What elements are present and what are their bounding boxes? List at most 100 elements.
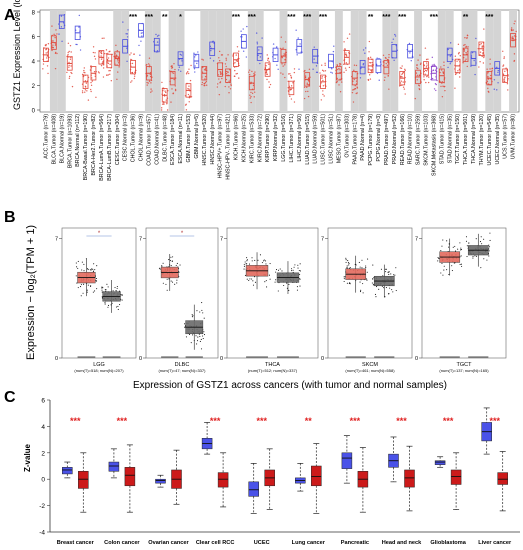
panel-a-category-label: LIHC.Normal (n=50) xyxy=(297,114,303,162)
panel-a-data-point xyxy=(68,66,70,68)
panel-a-data-point xyxy=(323,70,325,72)
panel-a-data-point xyxy=(90,84,93,87)
panel-a-data-point xyxy=(440,69,443,71)
panel-b-data-point xyxy=(191,314,193,316)
panel-a-data-point xyxy=(193,52,195,54)
panel-b-cancer-name: THCA xyxy=(265,362,280,368)
panel-a-category-label: BRCA.Normal (n=112) xyxy=(75,114,81,167)
panel-a-data-point xyxy=(368,40,371,43)
panel-b-data-point xyxy=(121,299,123,301)
panel-a-data-point xyxy=(204,75,207,78)
panel-a-data-point xyxy=(268,60,270,63)
panel-a-data-point xyxy=(457,69,459,72)
panel-a-data-point xyxy=(60,15,63,17)
panel-b-data-point xyxy=(388,273,390,276)
panel-b-data-point xyxy=(243,268,245,270)
panel-b-data-point xyxy=(349,283,351,285)
panel-a-category-label: LGG.Tumor (n=516) xyxy=(281,114,287,162)
panel-a-data-point xyxy=(282,73,284,75)
panel-b-data-point xyxy=(393,274,395,276)
panel-a-significance-label: *** xyxy=(319,14,327,21)
panel-c-significance-label: *** xyxy=(489,416,500,426)
panel-b-data-point xyxy=(184,326,186,329)
panel-b-data-point xyxy=(77,267,79,269)
panel-a-data-point xyxy=(265,72,267,74)
panel-b-data-point xyxy=(251,260,253,262)
panel-a-significance-label: *** xyxy=(398,14,406,21)
panel-b-data-point xyxy=(203,317,205,319)
panel-a-data-point xyxy=(394,35,397,37)
panel-a-data-point xyxy=(344,67,347,69)
panel-c-y-tick-label: 4 xyxy=(41,424,45,431)
panel-b-data-point xyxy=(175,264,177,266)
panel-b-data-point xyxy=(361,267,363,269)
panel-a-data-point xyxy=(489,63,491,65)
panel-a-data-point xyxy=(160,107,163,109)
panel-b-data-point xyxy=(281,270,283,272)
panel-a-group-shade xyxy=(57,10,66,112)
panel-a-data-point xyxy=(465,51,467,54)
panel-c-significance-label: *** xyxy=(350,416,361,426)
panel-a-data-point xyxy=(423,79,425,81)
panel-a-data-point xyxy=(201,81,204,84)
panel-a-data-point xyxy=(442,85,444,87)
panel-a-data-point xyxy=(322,93,324,96)
panel-a-data-point xyxy=(324,62,326,64)
panel-a-data-point xyxy=(115,44,117,47)
panel-a-data-point xyxy=(81,90,84,92)
panel-a-data-point xyxy=(293,68,296,70)
panel-a-data-point xyxy=(466,65,468,68)
panel-a-significance-label: ** xyxy=(368,14,374,21)
panel-a-data-point xyxy=(464,60,466,62)
panel-b-y-tick-label: 0 xyxy=(139,356,142,362)
panel-a-data-point xyxy=(115,54,118,56)
panel-a-data-point xyxy=(424,73,426,75)
panel-b-data-point xyxy=(441,245,443,247)
panel-a-category-label: LUAD.Normal (n=59) xyxy=(313,114,319,164)
panel-a-category-label: PRAD.Normal (n=52) xyxy=(392,114,398,164)
panel-c-box-blue xyxy=(248,481,259,497)
panel-a-data-point xyxy=(188,95,191,97)
panel-c-box-red xyxy=(497,472,508,485)
panel-a-data-point xyxy=(290,85,293,87)
panel-a-data-point xyxy=(148,64,151,66)
panel-a-data-point xyxy=(510,27,513,29)
panel-a-category-label: COAD.Tumor (n=457) xyxy=(146,114,152,166)
panel-b-data-point xyxy=(162,262,164,264)
panel-b-data-point xyxy=(488,250,490,252)
panel-b-data-point xyxy=(452,246,454,248)
panel-a-data-point xyxy=(155,33,157,36)
panel-a-data-point xyxy=(319,72,321,74)
panel-a-data-point xyxy=(107,52,109,55)
panel-a-data-point xyxy=(346,37,349,40)
panel-a-data-point xyxy=(443,64,445,67)
panel-a-data-point xyxy=(92,46,95,48)
panel-b-data-point xyxy=(454,245,456,247)
panel-a-data-point xyxy=(108,70,110,72)
panel-b-data-point xyxy=(446,269,448,271)
panel-a-data-point xyxy=(84,89,87,91)
panel-a-data-point xyxy=(242,50,245,52)
panel-a-data-point xyxy=(51,25,53,27)
panel-a-group-shade xyxy=(144,10,153,112)
panel-b-data-point xyxy=(489,232,491,234)
panel-a-data-point xyxy=(386,64,389,66)
panel-b-data-point xyxy=(275,279,277,281)
panel-b-data-point xyxy=(346,266,348,268)
panel-a-data-point xyxy=(442,71,444,73)
panel-a-data-point xyxy=(447,66,449,69)
panel-b-data-point xyxy=(299,263,301,265)
panel-a-data-point xyxy=(236,60,239,63)
panel-a-significance-label: *** xyxy=(129,14,137,21)
panel-a-group-shade xyxy=(208,10,217,112)
panel-a-data-point xyxy=(371,61,373,64)
panel-c-category-label: Ovarian cancer xyxy=(148,540,189,546)
panel-a-data-point xyxy=(474,73,476,76)
panel-a-data-point xyxy=(348,33,351,35)
panel-a-data-point xyxy=(465,58,467,60)
panel-a-data-point xyxy=(109,50,111,53)
panel-b-data-point xyxy=(254,281,256,283)
panel-a-data-point xyxy=(362,49,365,51)
panel-a-data-point xyxy=(140,40,142,42)
panel-a-data-point xyxy=(449,63,451,65)
